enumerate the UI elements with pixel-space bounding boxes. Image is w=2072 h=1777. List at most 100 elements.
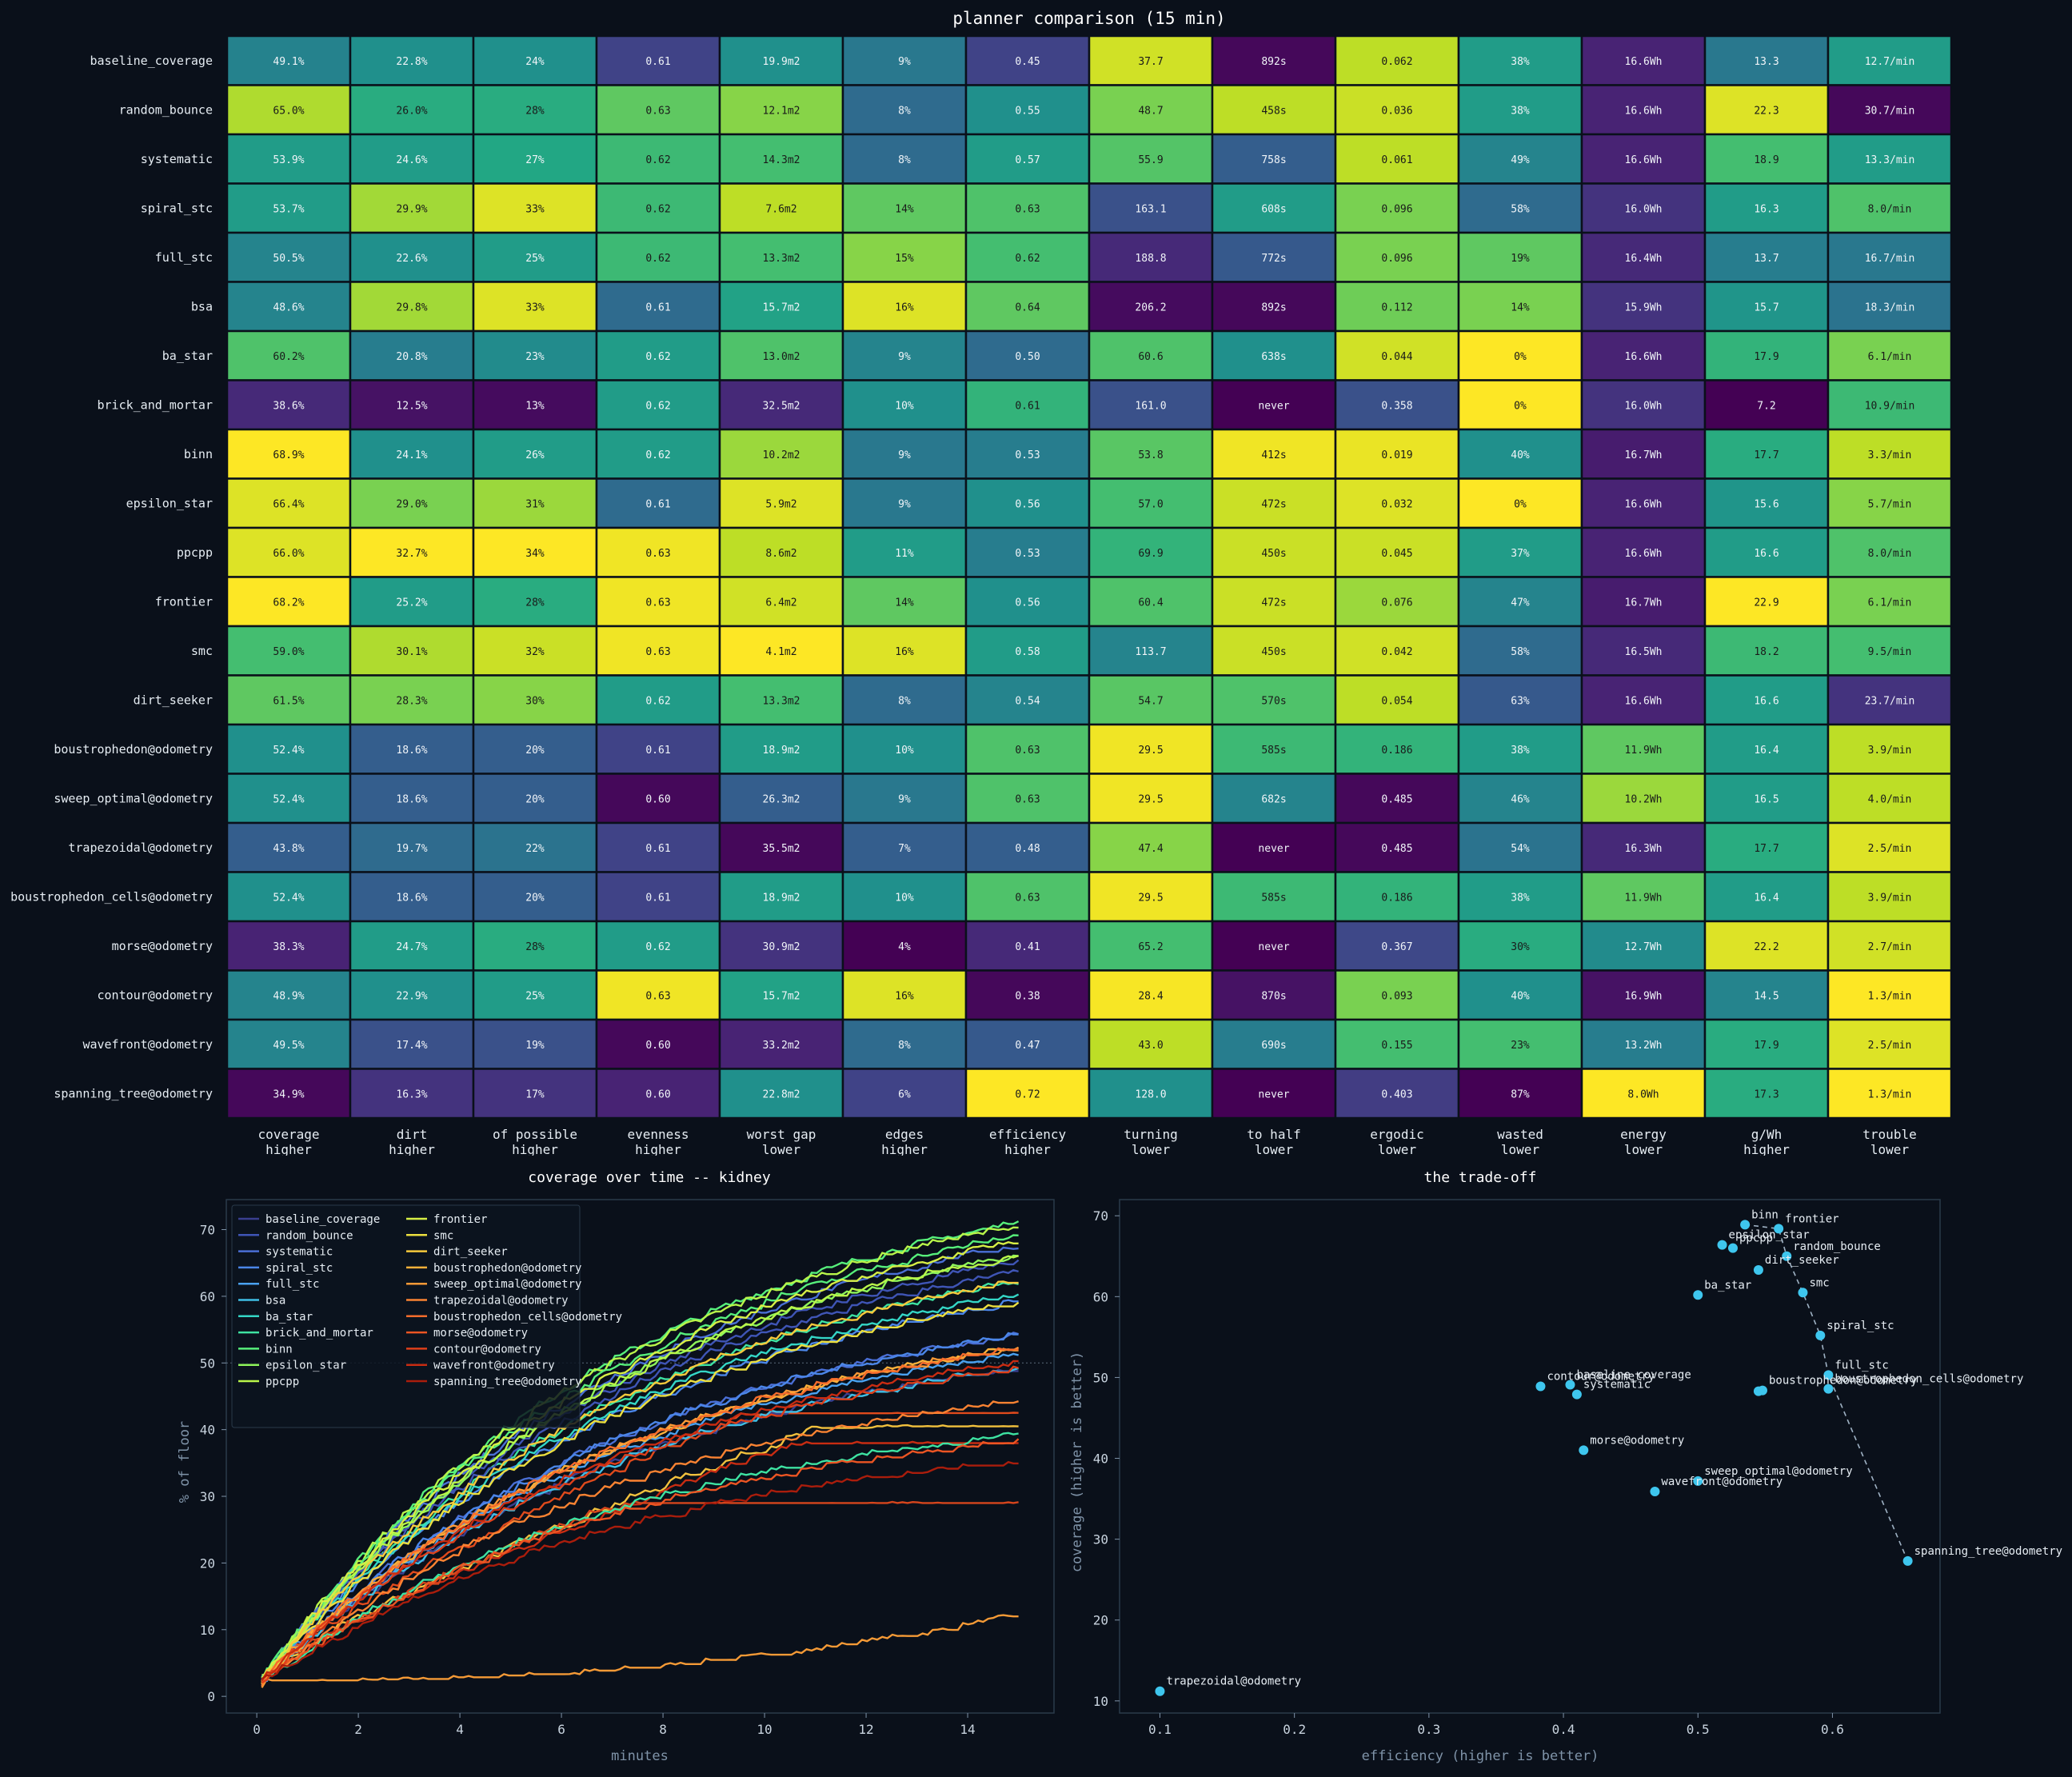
heatmap-row-label: sweep_optimal@odometry <box>54 791 213 805</box>
x-tick-label: 14 <box>960 1722 975 1737</box>
heatmap-cell-label: 47% <box>1511 597 1530 609</box>
heatmap-cell-label: 15.7m2 <box>763 301 800 313</box>
legend-label: systematic <box>265 1246 333 1259</box>
x-tick-label: 0.1 <box>1148 1722 1172 1737</box>
heatmap-cell <box>1703 674 1830 726</box>
heatmap-cell-label: 37% <box>1511 548 1530 560</box>
scatter-plot-frame <box>1119 1199 1941 1714</box>
heatmap-cell <box>1826 329 1953 381</box>
heatmap-cell <box>964 281 1091 333</box>
heatmap-cell-label: 29.5 <box>1138 745 1163 757</box>
heatmap-cell-label: 23% <box>525 351 545 363</box>
heatmap-cell <box>1211 526 1337 578</box>
heatmap-cell <box>1457 1068 1583 1120</box>
heatmap-cell-label: 20.8% <box>396 351 427 363</box>
heatmap-cell-label: 49% <box>1511 154 1530 166</box>
heatmap-column-direction: higher <box>389 1142 435 1156</box>
heatmap-cell <box>349 821 475 873</box>
scatter-point-label: trapezoidal@odometry <box>1166 1675 1301 1688</box>
heatmap-cell-label: 87% <box>1511 1088 1530 1100</box>
heatmap-cell-label: 0.58 <box>1015 646 1040 658</box>
heatmap-cell-label: 16% <box>895 301 914 313</box>
heatmap-cell <box>1457 526 1583 578</box>
heatmap-cell-label: 16.6Wh <box>1625 695 1663 707</box>
heatmap-cell <box>1826 723 1953 775</box>
heatmap-cell <box>718 379 844 431</box>
heatmap-cell-label: 10% <box>895 892 914 904</box>
heatmap-cell-label: 30.9m2 <box>763 941 800 953</box>
heatmap-cell-label: never <box>1258 843 1289 855</box>
heatmap-cell-label: 0.155 <box>1381 1040 1412 1052</box>
heatmap-cell-label: 23.7/min <box>1865 695 1915 707</box>
coverage-line-spanning-tree-odometry <box>261 1460 1019 1680</box>
heatmap-cell-label: 0.63 <box>1015 892 1040 904</box>
heatmap-cell-label: 450s <box>1261 548 1286 560</box>
scatter-point-label: epsilon_star <box>1729 1229 1810 1242</box>
heatmap-cell <box>1580 871 1707 923</box>
legend-label: bsa <box>265 1295 285 1308</box>
heatmap-cell-label: 16% <box>895 990 914 1002</box>
heatmap-cell <box>718 182 844 234</box>
heatmap-cell <box>1826 84 1953 136</box>
heatmap-cell-label: 0.62 <box>645 253 670 265</box>
heatmap-cell-label: 772s <box>1261 253 1286 265</box>
heatmap-cell-label: 14.5 <box>1754 990 1779 1002</box>
heatmap-cell <box>841 969 968 1021</box>
heatmap-cell-label: 9% <box>898 449 911 461</box>
heatmap-cell-label: 6.1/min <box>1868 351 1912 363</box>
heatmap-cell-label: 58% <box>1511 203 1530 215</box>
heatmap-cell-label: 49.5% <box>273 1040 304 1052</box>
heatmap-cell-label: 585s <box>1261 892 1286 904</box>
heatmap-cell-label: 16.0Wh <box>1625 400 1663 412</box>
heatmap-cell-label: 0.63 <box>1015 793 1040 805</box>
heatmap-cell <box>472 821 598 873</box>
heatmap-cell <box>1334 379 1460 431</box>
scatter-point-label: contour@odometry <box>1547 1371 1655 1384</box>
y-tick-label: 20 <box>200 1555 215 1571</box>
heatmap-cell <box>1211 920 1337 972</box>
coverage-line-wavefront-odometry <box>261 1360 1019 1682</box>
heatmap-cell-label: 16.6 <box>1754 548 1779 560</box>
scatter-point <box>1782 1251 1792 1261</box>
x-tick-label: 12 <box>858 1722 873 1737</box>
heatmap-cell <box>1457 182 1583 234</box>
heatmap-cell-label: 0.62 <box>645 400 670 412</box>
heatmap-cell <box>718 329 844 381</box>
heatmap-cell-label: 32% <box>525 646 545 658</box>
heatmap-cell <box>472 723 598 775</box>
heatmap-cell-label: 0.062 <box>1381 56 1412 68</box>
heatmap-column-label: efficiency <box>989 1127 1067 1142</box>
heatmap-cell-label: 0.63 <box>1015 745 1040 757</box>
heatmap-column-direction: higher <box>1743 1142 1790 1156</box>
heatmap-cell <box>1703 84 1830 136</box>
heatmap-cell <box>1334 34 1460 86</box>
heatmap-cell-label: 38.3% <box>273 941 304 953</box>
heatmap-cell-label: 8.0Wh <box>1627 1088 1659 1100</box>
heatmap-cell <box>718 920 844 972</box>
scatter-point-label: morse@odometry <box>1590 1434 1684 1447</box>
heatmap-column-label: worst gap <box>747 1127 816 1142</box>
heatmap-cell <box>1703 329 1830 381</box>
heatmap-cell-label: 24.7% <box>396 941 427 953</box>
coverage-line-contour-odometry <box>261 1365 1019 1684</box>
heatmap-cell-label: 25% <box>525 990 545 1002</box>
heatmap-cell <box>841 920 968 972</box>
heatmap-cell <box>595 920 721 972</box>
heatmap-cell <box>1826 281 1953 333</box>
heatmap-cell-label: 0.64 <box>1015 301 1040 313</box>
coverage-line-frontier <box>261 1240 1019 1680</box>
scatter-point-label: wavefront@odometry <box>1661 1476 1783 1488</box>
heatmap-cell <box>1088 1018 1214 1070</box>
heatmap-cell <box>1211 1068 1337 1120</box>
heatmap-chart: planner comparison (15 min) 49.1% 22.8% 24… <box>10 9 1953 1156</box>
heatmap-cell-label: 0.61 <box>645 301 670 313</box>
coverage-line-systematic <box>261 1332 1019 1680</box>
heatmap-cell-label: 0.61 <box>645 892 670 904</box>
heatmap-cell <box>595 821 721 873</box>
heatmap-cell-label: 20% <box>525 892 545 904</box>
heatmap-cell-label: 49.1% <box>273 56 304 68</box>
heatmap-cell-label: 638s <box>1261 351 1286 363</box>
heatmap-cell <box>1088 526 1214 578</box>
heatmap-cell-label: 28.4 <box>1138 990 1163 1002</box>
legend-label: full_stc <box>265 1278 319 1291</box>
